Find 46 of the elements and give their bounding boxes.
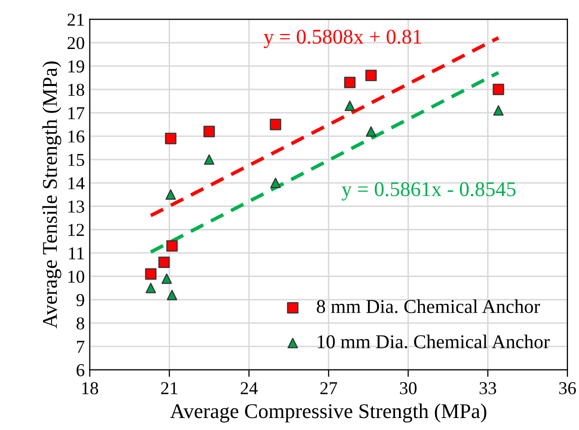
y-tick-label: 20 xyxy=(68,36,84,50)
point xyxy=(203,126,215,138)
legend-label: 10 mm Dia. Chemical Anchor xyxy=(318,334,550,348)
x-tick-label: 21 xyxy=(161,382,178,394)
y-tick-label: 6 xyxy=(76,364,84,376)
y-tick-label: 14 xyxy=(68,177,85,190)
annotation: y = 0.5808x + 0.81 xyxy=(264,30,422,48)
y-tick-label: 9 xyxy=(76,294,84,306)
point xyxy=(270,178,281,188)
y-tick-label: 19 xyxy=(68,60,84,73)
y-tick-label: 17 xyxy=(68,107,84,120)
y-tick-label: 15 xyxy=(68,154,84,166)
point xyxy=(270,118,282,130)
y-tick-label: 8 xyxy=(76,317,84,330)
annotation: y = 0.5861x - 0.8545 xyxy=(342,182,516,201)
point xyxy=(493,105,504,116)
x-tick-label: 27 xyxy=(320,382,338,394)
y-tick-label: 10 xyxy=(68,270,84,283)
point xyxy=(145,268,156,280)
y-tick-label: 11 xyxy=(69,247,84,260)
y-tick-label: 7 xyxy=(77,340,84,353)
y-tick-label: 16 xyxy=(68,130,84,143)
point xyxy=(161,273,172,284)
y-tick-label: 12 xyxy=(68,224,84,236)
point xyxy=(164,132,176,144)
point xyxy=(204,154,214,165)
point xyxy=(492,84,504,96)
point xyxy=(344,76,356,88)
point xyxy=(344,100,356,112)
y-tick-label: 21 xyxy=(68,14,84,26)
point xyxy=(166,290,178,300)
y-tick-label: 13 xyxy=(68,200,84,213)
legend-label: 8 mm Dia. Chemical Anchor xyxy=(316,299,540,314)
x-tick-label: 24 xyxy=(240,382,258,394)
point xyxy=(146,282,156,294)
y-tick-label: 18 xyxy=(68,84,84,96)
point xyxy=(166,240,178,252)
x-axis-title: Average Compressive Strength (MPa) xyxy=(170,404,486,422)
x-tick-label: 36 xyxy=(559,382,576,394)
x-tick-label: 33 xyxy=(480,382,496,394)
point xyxy=(366,126,376,137)
point xyxy=(158,256,170,268)
x-tick-label: 30 xyxy=(400,382,417,394)
point xyxy=(365,70,377,82)
y-axis-title: Average Tensile Strength (MPa) xyxy=(42,62,62,328)
point xyxy=(165,189,176,200)
